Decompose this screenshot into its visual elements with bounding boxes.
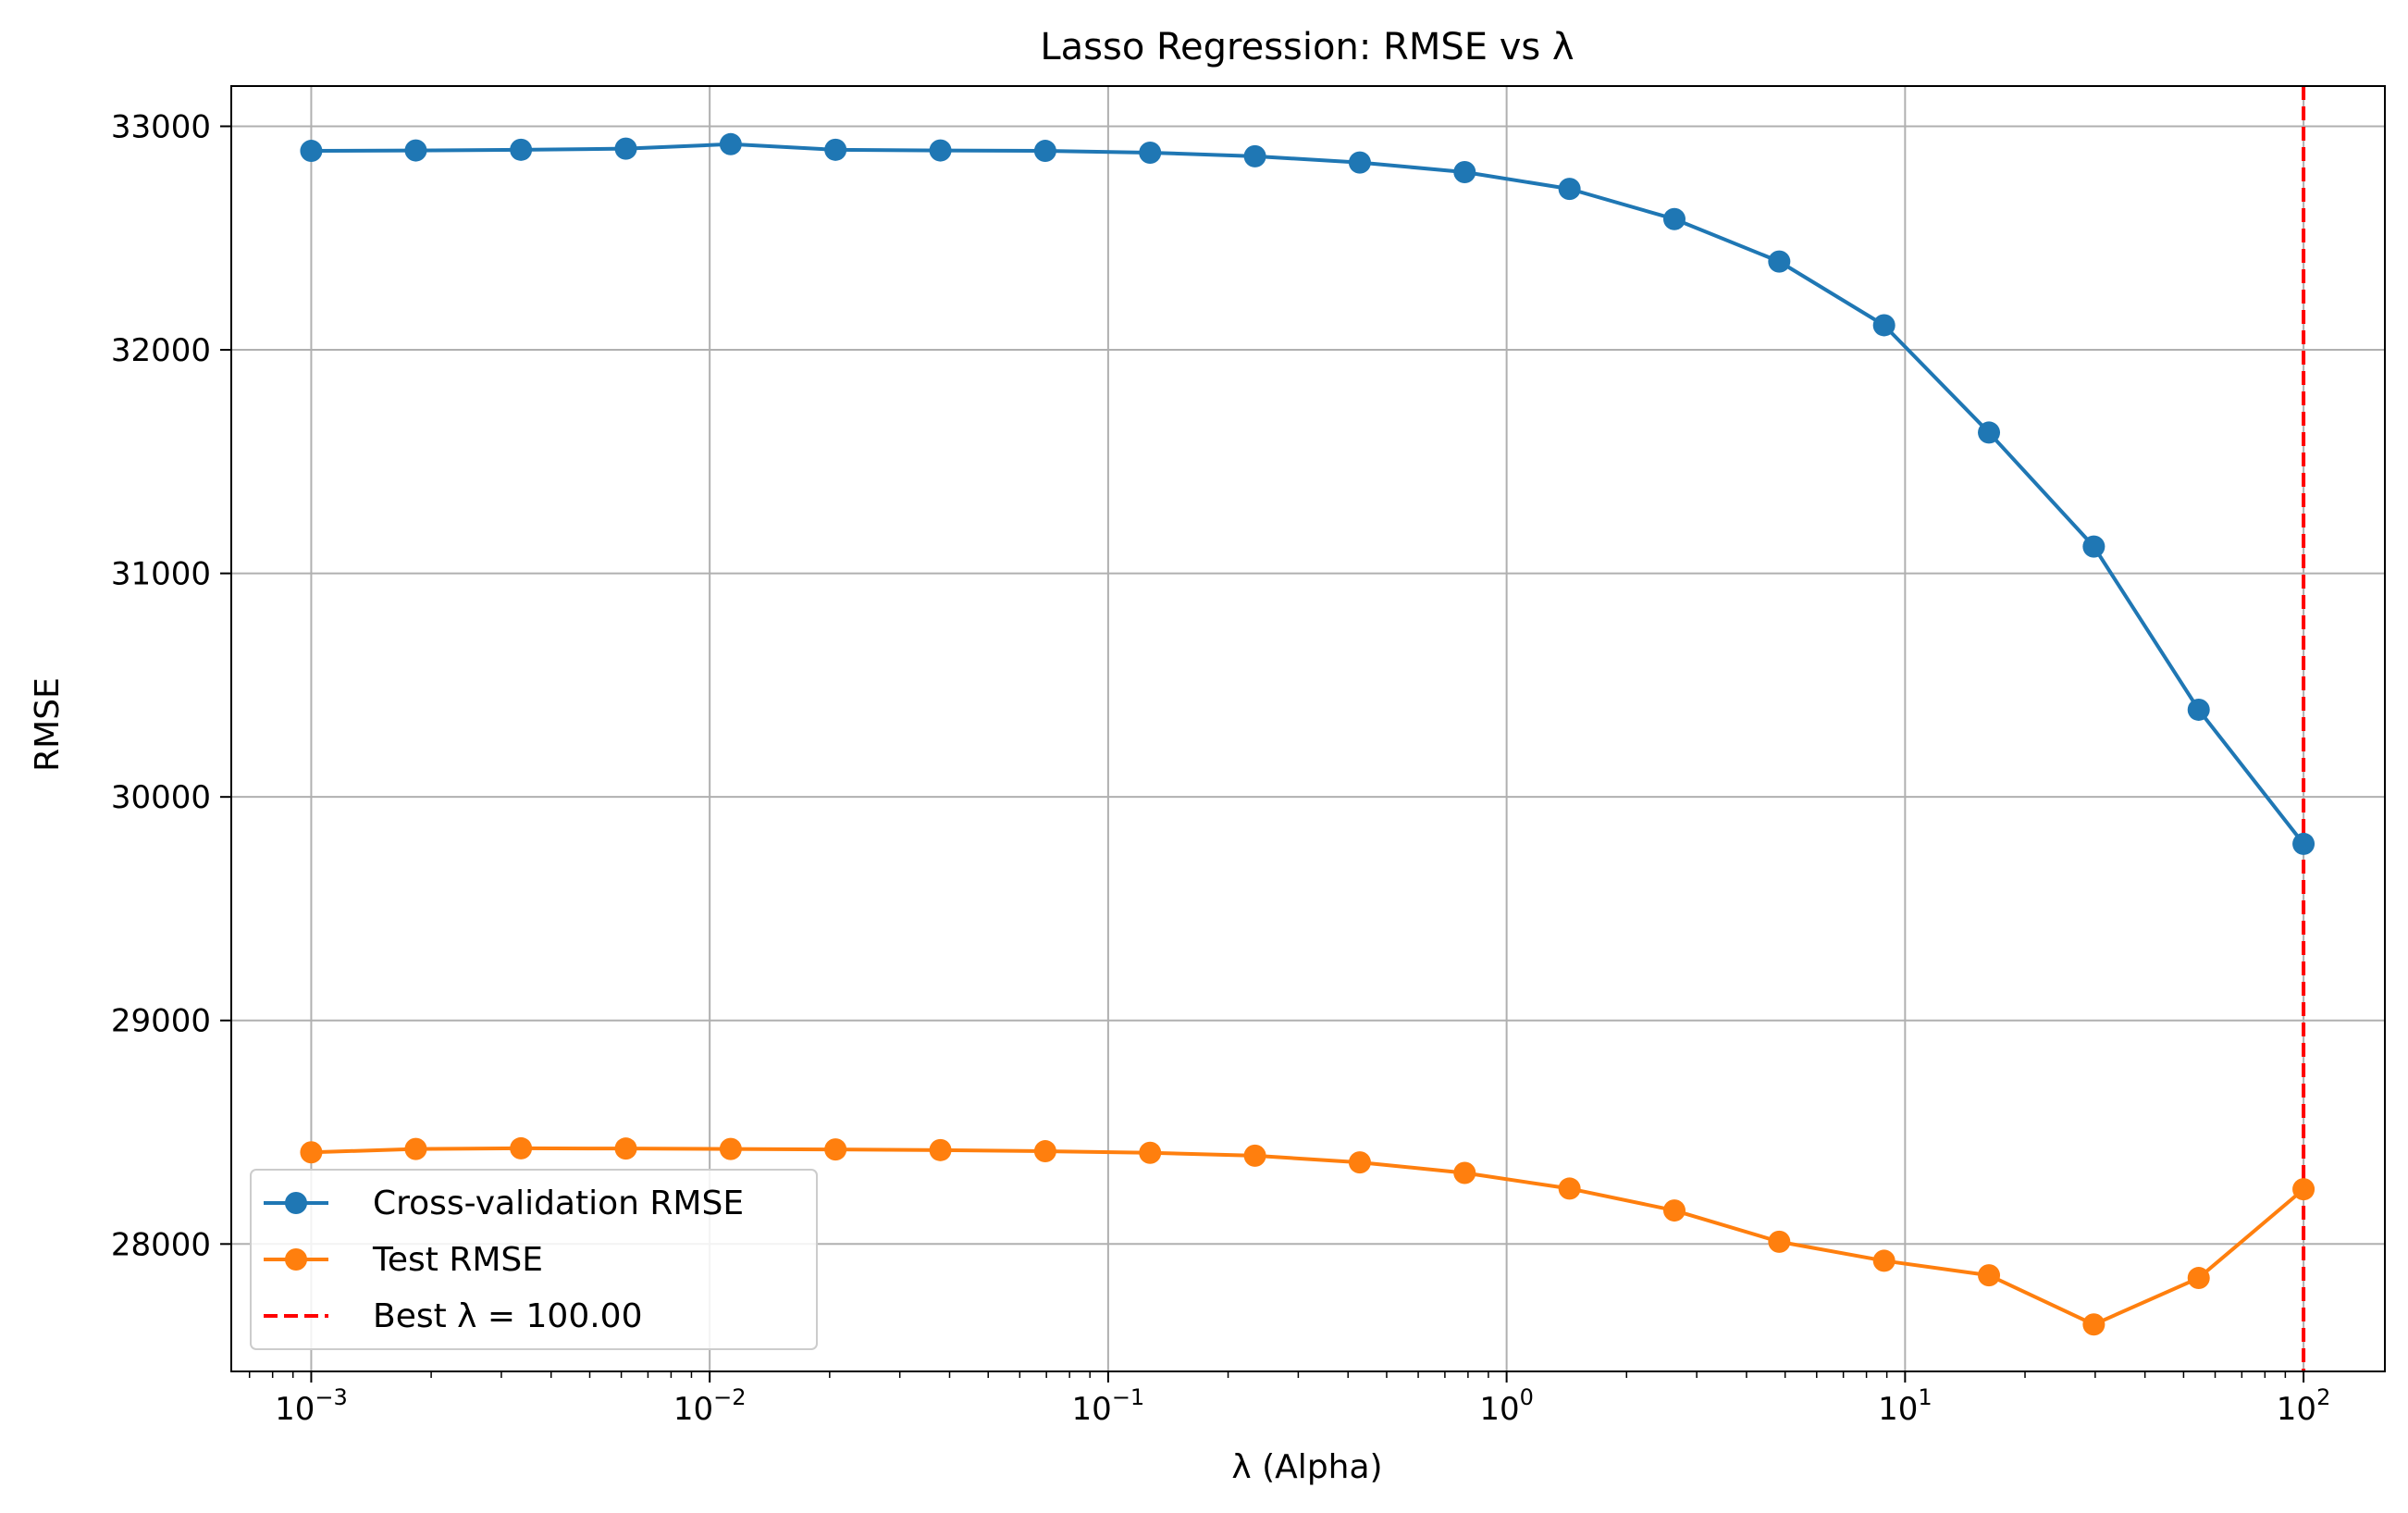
x-tick-label: 10−1 <box>1072 1384 1145 1428</box>
y-tick-label: 30000 <box>111 779 211 816</box>
data-point-test <box>2292 1178 2315 1201</box>
data-point-test <box>2082 1313 2105 1336</box>
y-tick-label: 29000 <box>111 1003 211 1040</box>
data-point-cv <box>1139 141 1162 164</box>
data-point-test <box>1768 1230 1791 1253</box>
x-minor-ticks <box>248 1371 2287 1378</box>
data-point-cv <box>2082 535 2105 558</box>
x-tick-label: 10−3 <box>275 1384 348 1428</box>
axes-frame <box>230 85 2386 1372</box>
data-point-test <box>614 1137 637 1160</box>
x-tick-label: 101 <box>1878 1384 1933 1428</box>
axis-ticks: 10−3 10−2 10−1 100 101 102 28000 29000 30000 3100… <box>111 108 2331 1428</box>
data-point-cv <box>404 139 427 162</box>
data-point-test <box>404 1137 427 1160</box>
chart-title: Lasso Regression: RMSE vs λ <box>1040 26 1574 68</box>
legend-label-test: Test RMSE <box>372 1241 543 1279</box>
y-tick-label: 33000 <box>111 108 211 145</box>
x-tick-label: 100 <box>1479 1384 1534 1428</box>
data-point-cv <box>1872 314 1896 337</box>
data-point-test <box>1453 1161 1476 1184</box>
x-axis-label: λ (Alpha) <box>1231 1448 1382 1486</box>
data-point-cv <box>1243 144 1266 167</box>
data-point-test <box>1662 1199 1686 1222</box>
data-point-test <box>2187 1267 2210 1290</box>
legend-label-best-lambda: Best λ = 100.00 <box>373 1297 642 1335</box>
data-point-cv <box>2292 832 2315 855</box>
data-point-test <box>1243 1144 1266 1167</box>
x-tick-label: 102 <box>2277 1384 2331 1428</box>
y-axis-label: RMSE <box>29 677 67 772</box>
data-point-cv <box>1558 178 1581 201</box>
data-point-test <box>1978 1264 2001 1287</box>
x-tick-label: 10−2 <box>673 1384 747 1428</box>
data-point-cv <box>719 132 742 155</box>
legend-swatch-cv-marker <box>285 1192 307 1214</box>
legend-swatch-test-marker <box>285 1248 307 1271</box>
series-line-cv <box>311 142 2305 846</box>
data-point-cv <box>1978 421 2001 444</box>
data-point-cv <box>929 139 952 162</box>
data-point-test <box>929 1138 952 1161</box>
grid <box>231 86 2385 1371</box>
legend-label-cv: Cross-validation RMSE <box>373 1184 744 1222</box>
series-line-test <box>311 1146 2305 1327</box>
data-point-test <box>1348 1151 1371 1174</box>
legend-box <box>250 1169 818 1350</box>
y-tick-label: 28000 <box>111 1226 211 1263</box>
data-point-test <box>1872 1249 1896 1272</box>
data-point-test <box>1558 1177 1581 1200</box>
data-point-cv <box>510 138 533 161</box>
legend: Cross-validation RMSE Test RMSE Best λ =… <box>250 1169 818 1350</box>
data-point-test <box>1139 1141 1162 1164</box>
data-point-test <box>510 1136 533 1160</box>
data-point-cv <box>1033 140 1056 163</box>
data-point-test <box>1033 1140 1056 1163</box>
data-point-cv <box>824 138 847 161</box>
data-point-cv <box>614 137 637 160</box>
data-point-cv <box>1453 161 1476 184</box>
data-point-cv <box>1348 151 1371 174</box>
series-group <box>300 132 2315 1336</box>
data-point-cv <box>1662 207 1686 230</box>
data-point-test <box>300 1141 323 1164</box>
y-tick-label: 31000 <box>111 556 211 593</box>
data-point-cv <box>300 140 323 163</box>
data-point-test <box>719 1137 742 1160</box>
y-tick-label: 32000 <box>111 332 211 369</box>
data-point-cv <box>1768 250 1791 273</box>
data-point-test <box>824 1138 847 1161</box>
data-point-cv <box>2187 698 2210 721</box>
